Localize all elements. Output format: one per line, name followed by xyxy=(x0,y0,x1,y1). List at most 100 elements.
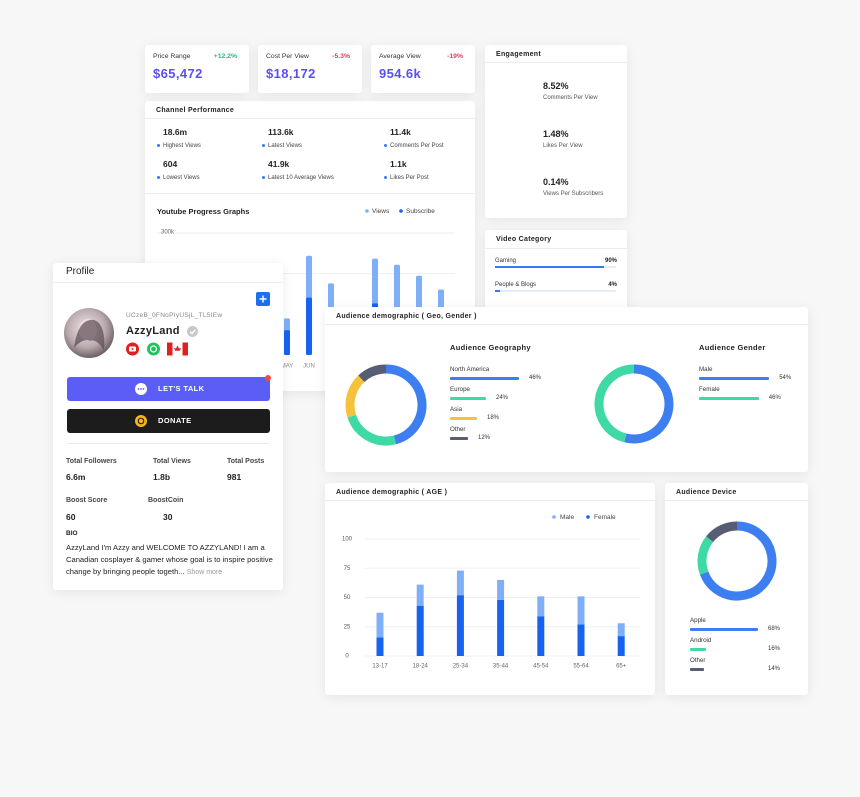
metric-dot xyxy=(384,144,387,147)
stat-value: 1.8b xyxy=(153,472,171,482)
legend-value: 16% xyxy=(768,646,781,652)
stat-value: $18,172 xyxy=(266,66,316,81)
x-tick-label: 65+ xyxy=(616,664,627,670)
legend-value: 54% xyxy=(779,375,792,381)
stat-value: $65,472 xyxy=(153,66,203,81)
stat-value: 981 xyxy=(227,472,242,482)
legend-value: 68% xyxy=(768,626,781,632)
stat-label: Price Range xyxy=(153,53,191,60)
legend-label: Asia xyxy=(450,406,463,413)
legend-label: Male xyxy=(699,366,713,373)
divider xyxy=(665,500,808,501)
divider xyxy=(485,248,627,249)
card-title: Channel Performance xyxy=(156,107,235,114)
bar-segment xyxy=(497,599,505,656)
x-tick-label: MAY xyxy=(281,364,294,370)
card-title: Engagement xyxy=(496,51,542,58)
y-tick-label: 50 xyxy=(344,595,351,601)
divider xyxy=(485,62,627,63)
legend-value: 46% xyxy=(529,375,542,381)
bar-segment xyxy=(416,584,424,606)
bar-segment xyxy=(577,624,585,656)
bar-segment xyxy=(416,605,424,656)
legend-value: 24% xyxy=(496,395,509,401)
metric-label: Likes Per Post xyxy=(390,175,429,181)
legend-bar xyxy=(450,417,477,420)
legend-label: Female xyxy=(699,386,720,393)
device-card: Audience Device Apple 68% Android 16% Other 1… xyxy=(665,483,808,695)
engagement-label: Views Per Subscribers xyxy=(543,191,604,197)
x-tick-label: JUN xyxy=(303,364,315,370)
legend-label: Views xyxy=(372,208,390,215)
engagement-value: 0.14% xyxy=(543,177,569,187)
legend-label: Other xyxy=(690,657,706,664)
stat-card: Price Range +12.2% $65,472 xyxy=(145,45,249,93)
stat-label: Total Followers xyxy=(66,458,117,465)
social-icons xyxy=(126,342,188,356)
engagement-card: Engagement 8.52% Comments Per View 1.48% Li… xyxy=(485,45,627,218)
legend-bar xyxy=(450,397,486,400)
donut-segment xyxy=(706,521,738,543)
stat-card: Cost Per View -5.3% $18,172 xyxy=(258,45,362,93)
legend-label: Female xyxy=(594,514,616,521)
donut-segment xyxy=(347,414,397,446)
verified-icon xyxy=(187,326,198,337)
x-tick-label: 45-54 xyxy=(533,664,549,670)
y-tick-label: 25 xyxy=(344,624,351,630)
donut-segment xyxy=(624,364,674,444)
card-title: Audience demographic ( Geo, Gender ) xyxy=(336,313,477,320)
card-title: Video Category xyxy=(496,236,552,243)
progress-track xyxy=(495,290,616,292)
metric-dot xyxy=(262,144,265,147)
channel-name: AzzyLand xyxy=(126,325,180,337)
card-title: Audience Device xyxy=(676,489,737,496)
bar-segment xyxy=(617,636,625,656)
donut-segment xyxy=(697,536,714,575)
show-more[interactable]: Show more xyxy=(186,569,223,576)
category-label: People & Blogs xyxy=(495,282,537,288)
legend-value: 14% xyxy=(768,666,781,672)
stat-value: 6.6m xyxy=(66,472,86,482)
coin-icon xyxy=(135,415,147,427)
legend-label: Android xyxy=(690,637,712,644)
bio-label: BIO xyxy=(66,530,78,537)
category-value: 4% xyxy=(608,282,617,288)
category-label: Gaming xyxy=(495,258,517,264)
x-tick-label: 13-17 xyxy=(372,664,388,670)
bar-segment xyxy=(537,616,545,656)
legend-dot xyxy=(365,209,369,213)
legend-bar xyxy=(699,397,759,400)
engagement-label: Comments Per View xyxy=(543,95,598,101)
x-tick-label: 55-64 xyxy=(573,664,589,670)
add-button[interactable] xyxy=(256,292,270,306)
legend-bar xyxy=(699,377,770,380)
score-label: Boost Score xyxy=(66,497,108,504)
age-chart: 0 25 50 75 100 Male Female 13-17 18-24 25-34 35-44… xyxy=(342,514,640,670)
engagement-label: Likes Per View xyxy=(543,143,583,149)
section-title: Audience Gender xyxy=(699,343,766,352)
metric-dot xyxy=(384,176,387,179)
chart-title: Youtube Progress Graphs xyxy=(157,207,250,216)
divider xyxy=(145,118,475,119)
button-label: LET'S TALK xyxy=(158,384,205,393)
stat-change: +12.2% xyxy=(213,53,237,60)
bar-segment xyxy=(617,623,625,637)
stat-label: Cost Per View xyxy=(266,53,309,60)
avatar xyxy=(64,308,114,358)
y-tick-label: 100 xyxy=(342,537,353,543)
stat-label: Average View xyxy=(379,53,421,60)
lets-talk-button[interactable]: LET'S TALK xyxy=(67,377,270,401)
donate-button[interactable]: DONATE xyxy=(67,409,270,433)
notification-dot xyxy=(265,375,271,381)
y-tick-label: 75 xyxy=(344,566,351,572)
stat-label: Total Views xyxy=(153,458,191,465)
legend-dot xyxy=(586,515,590,519)
bio: AzzyLand I'm Azzy and WELCOME TO AZZYLAN… xyxy=(66,542,278,579)
donut-segment xyxy=(594,364,635,443)
chat-icon xyxy=(135,383,147,395)
bio-text: AzzyLand I'm Azzy and WELCOME TO AZZYLAN… xyxy=(66,543,273,576)
metric-value: 113.6k xyxy=(268,127,294,137)
divider xyxy=(145,193,475,194)
bar-segment xyxy=(456,570,464,596)
metric-label: Latest 10 Average Views xyxy=(268,175,334,181)
